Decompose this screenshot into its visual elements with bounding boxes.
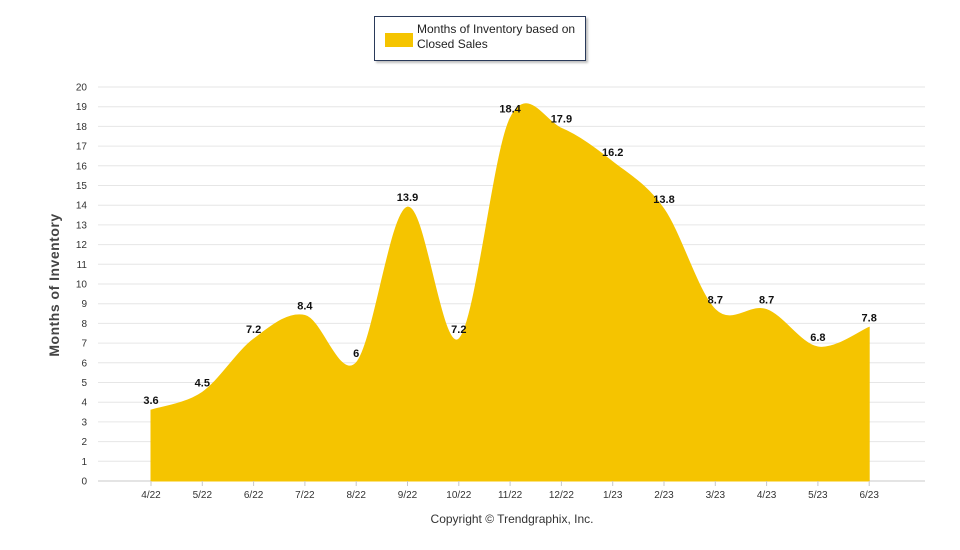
x-axis-ticks: 4/22 5/22 6/22 7/22 8/22 9/22 10/22 11/22 12/22 1… [141,481,879,501]
y-axis-title: Months of Inventory [46,213,62,357]
area-fill [150,103,870,482]
x-tick-label: 5/23 [808,490,828,501]
x-tick-label: 11/22 [498,490,523,501]
area-series [150,103,870,482]
y-tick-label: 3 [81,417,87,428]
x-tick-label: 4/23 [757,490,777,501]
y-tick-label: 13 [76,220,88,231]
data-label: 7.8 [862,312,877,324]
data-label: 8.7 [708,295,723,307]
y-tick-label: 16 [76,161,88,172]
data-label: 13.8 [653,194,674,206]
copyright-credit: Copyright © Trendgraphix, Inc. [430,512,594,526]
x-tick-label: 2/23 [654,490,674,501]
y-tick-label: 6 [81,358,87,369]
x-tick-label: 10/22 [446,490,471,501]
y-tick-label: 17 [76,142,88,153]
data-label: 7.2 [246,324,261,336]
data-label: 16.2 [602,147,623,159]
data-label: 6.8 [810,332,825,344]
y-tick-label: 2 [81,437,87,448]
y-tick-label: 18 [76,122,88,133]
data-label: 6 [353,348,359,360]
y-tick-label: 12 [76,240,88,251]
y-tick-label: 8 [81,319,87,330]
y-tick-label: 14 [76,201,88,212]
x-tick-label: 8/22 [346,490,366,501]
data-label: 4.5 [195,377,210,389]
data-label: 7.2 [451,324,466,336]
y-tick-label: 19 [76,102,88,113]
y-tick-label: 1 [81,457,87,468]
x-tick-label: 4/22 [141,490,161,501]
y-tick-label: 20 [76,83,88,94]
y-tick-label: 7 [81,339,87,350]
legend-label: Months of Inventory based on Closed Sale… [417,22,576,51]
data-label: 8.7 [759,295,774,307]
data-label: 17.9 [551,113,572,125]
data-labels: 3.6 4.5 7.2 8.4 6 13.9 7.2 18.4 17.9 16.2 13.8 8.7 8… [143,104,877,411]
x-tick-label: 3/23 [706,490,726,501]
y-tick-label: 5 [81,378,87,389]
y-tick-label: 15 [76,181,88,192]
y-tick-label: 9 [81,299,87,310]
legend: Months of Inventory based on Closed Sale… [374,16,586,61]
legend-swatch [385,33,413,47]
x-tick-label: 6/23 [859,490,879,501]
x-tick-label: 5/22 [193,490,213,501]
x-tick-label: 7/22 [295,490,315,501]
data-label: 8.4 [297,301,313,313]
x-tick-label: 9/22 [398,490,418,501]
data-label: 13.9 [397,192,418,204]
y-tick-label: 10 [76,280,88,291]
data-label: 3.6 [143,395,158,407]
x-tick-label: 12/22 [549,490,574,501]
y-tick-label: 11 [77,260,88,271]
y-tick-label: 4 [81,398,87,409]
x-tick-label: 1/23 [603,490,623,501]
y-tick-label: 0 [81,477,87,488]
data-label: 18.4 [499,104,521,116]
x-tick-label: 6/22 [244,490,264,501]
